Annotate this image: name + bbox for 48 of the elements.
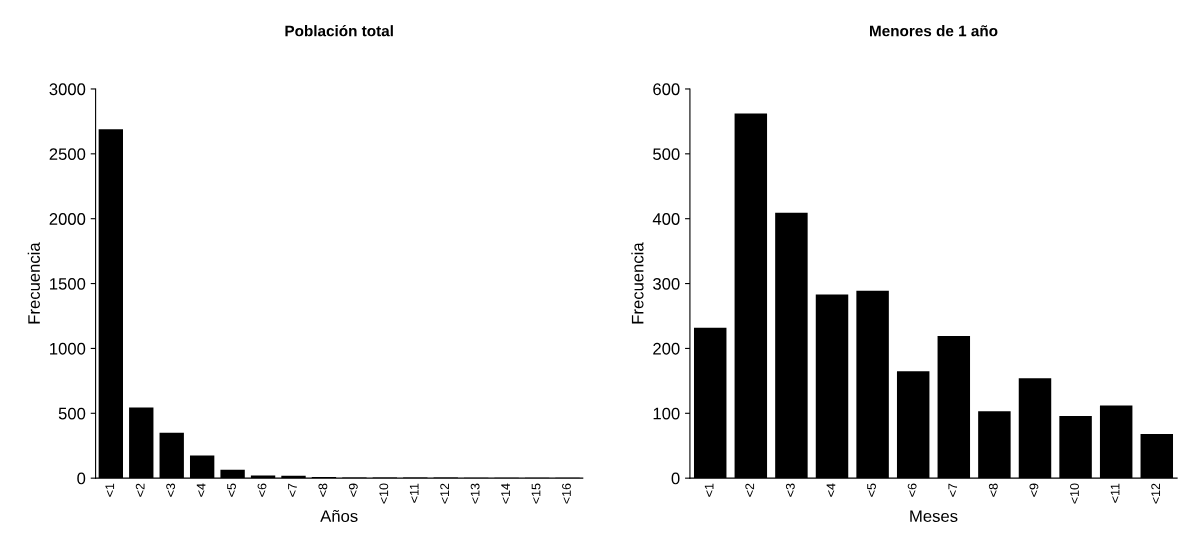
x-tick-label: <9 bbox=[348, 483, 358, 497]
x-tick-label: <7 bbox=[948, 483, 958, 497]
x-tick-label: <10 bbox=[379, 483, 389, 504]
x-tick-label: <3 bbox=[166, 483, 176, 497]
x-tick-label: <12 bbox=[440, 483, 449, 504]
x-tick-label: <12 bbox=[1151, 483, 1161, 504]
y-tick-label: 2500 bbox=[49, 148, 86, 161]
x-tick-label: <16 bbox=[562, 483, 571, 504]
x-tick-label: <3 bbox=[785, 483, 795, 497]
x-tick-label: <5 bbox=[867, 483, 876, 497]
x-tick-label: <1 bbox=[105, 483, 115, 497]
y-tick-label: 0 bbox=[77, 472, 86, 485]
y-tick-label: 0 bbox=[671, 472, 680, 485]
x-tick-label: <2 bbox=[745, 483, 755, 497]
x-tick-label: <6 bbox=[907, 483, 917, 497]
x-tick-label: <2 bbox=[135, 483, 145, 497]
y-tick-label: 500 bbox=[653, 148, 680, 161]
y-tick-label: 200 bbox=[653, 342, 680, 355]
y-axis-title: Frecuencia bbox=[27, 242, 40, 324]
x-tick-label: <14 bbox=[501, 483, 510, 504]
x-tick-label: <15 bbox=[531, 483, 541, 504]
x-tick-label: <9 bbox=[1029, 483, 1039, 497]
chart-title: Población total bbox=[285, 24, 393, 37]
y-tick-label: 100 bbox=[653, 407, 680, 420]
x-tick-label: <4 bbox=[196, 483, 206, 497]
x-tick-label: <10 bbox=[1070, 483, 1079, 504]
x-axis-title: Meses bbox=[910, 510, 958, 523]
y-axis-title: Frecuencia bbox=[631, 242, 644, 324]
y-tick-label: 1500 bbox=[50, 277, 86, 290]
x-tick-label: <7 bbox=[288, 483, 297, 497]
x-tick-label: <5 bbox=[227, 483, 236, 497]
x-tick-label: <8 bbox=[318, 483, 328, 497]
x-tick-label: <1 bbox=[704, 483, 714, 497]
x-tick-label: <13 bbox=[470, 483, 480, 504]
y-tick-label: 3000 bbox=[49, 83, 86, 96]
chart-title: Menores de 1 año bbox=[870, 25, 998, 37]
x-tick-label: <6 bbox=[257, 483, 267, 497]
x-tick-label: <8 bbox=[988, 483, 998, 497]
x-tick-label: <11 bbox=[1110, 483, 1120, 503]
y-tick-label: 300 bbox=[653, 277, 680, 290]
y-tick-label: 400 bbox=[652, 213, 680, 225]
x-tick-label: <11 bbox=[409, 483, 419, 503]
y-tick-label: 2000 bbox=[49, 213, 86, 225]
y-tick-label: 600 bbox=[653, 83, 680, 96]
x-axis-title: Años bbox=[320, 509, 358, 523]
y-tick-label: 500 bbox=[58, 407, 86, 420]
x-tick-label: <4 bbox=[826, 483, 836, 497]
y-tick-label: 1000 bbox=[50, 342, 86, 355]
